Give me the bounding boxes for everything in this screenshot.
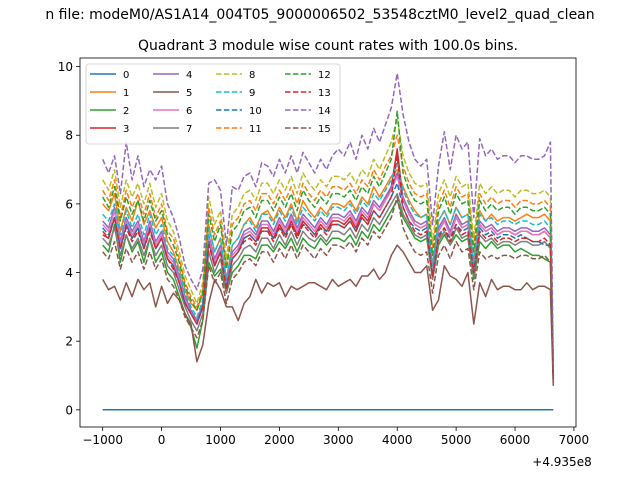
x-tick-label: 4000	[382, 433, 413, 447]
figure-suptitle: n file: modeM0/AS1A14_004T05_9000006502_…	[45, 7, 594, 23]
legend-label-9: 9	[249, 88, 255, 99]
x-tick-label: 5000	[441, 433, 472, 447]
y-tick-label: 6	[65, 197, 73, 211]
x-tick-label: 3000	[323, 433, 354, 447]
series-line-1	[102, 168, 555, 376]
series-line-15	[102, 196, 555, 383]
y-tick-label: 8	[65, 129, 73, 143]
x-tick-label: 0	[158, 433, 166, 447]
series-group	[102, 72, 555, 411]
legend-label-0: 0	[123, 70, 129, 81]
series-line-6	[102, 175, 555, 376]
chart-title: Quadrant 3 module wise count rates with …	[138, 38, 518, 54]
x-tick-label: 1000	[205, 433, 236, 447]
legend-label-2: 2	[123, 106, 129, 117]
series-line-14	[102, 72, 555, 366]
legend-label-6: 6	[186, 106, 192, 117]
series-line-13	[102, 155, 555, 379]
legend-label-7: 7	[186, 124, 192, 135]
legend-label-14: 14	[318, 106, 331, 117]
x-tick-label: 2000	[264, 433, 295, 447]
legend-label-11: 11	[249, 124, 262, 135]
series-line-7	[102, 192, 555, 379]
y-tick-label: 0	[65, 403, 73, 417]
legend-label-15: 15	[318, 124, 331, 135]
plot-frame	[79, 57, 577, 428]
legend-label-5: 5	[186, 88, 192, 99]
legend-label-1: 1	[123, 88, 129, 99]
legend-label-4: 4	[186, 70, 192, 81]
x-axis-offset-label: +4.935e8	[532, 455, 591, 469]
legend-label-13: 13	[318, 88, 331, 99]
series-line-4	[102, 172, 555, 376]
y-tick-label: 2	[65, 335, 73, 349]
legend-label-10: 10	[249, 106, 262, 117]
x-tick-label: 7000	[559, 433, 590, 447]
series-line-12	[102, 110, 555, 376]
series-line-8	[102, 117, 555, 373]
x-axis: −1000 0 1000 2000 3000 4000 5000 6000 7000	[82, 427, 589, 447]
series-line-2	[102, 199, 555, 383]
y-tick-label: 4	[65, 266, 73, 280]
series-line-9	[102, 161, 555, 376]
x-tick-label: 6000	[500, 433, 531, 447]
series-line-11	[102, 134, 555, 373]
legend-label-12: 12	[318, 70, 331, 81]
x-tick-label: −1000	[82, 433, 123, 447]
y-axis: 0 2 4 6 8 10	[58, 60, 80, 417]
legend-label-3: 3	[123, 124, 129, 135]
legend-box	[85, 63, 341, 145]
y-tick-label: 10	[58, 60, 73, 74]
legend-label-8: 8	[249, 70, 255, 81]
